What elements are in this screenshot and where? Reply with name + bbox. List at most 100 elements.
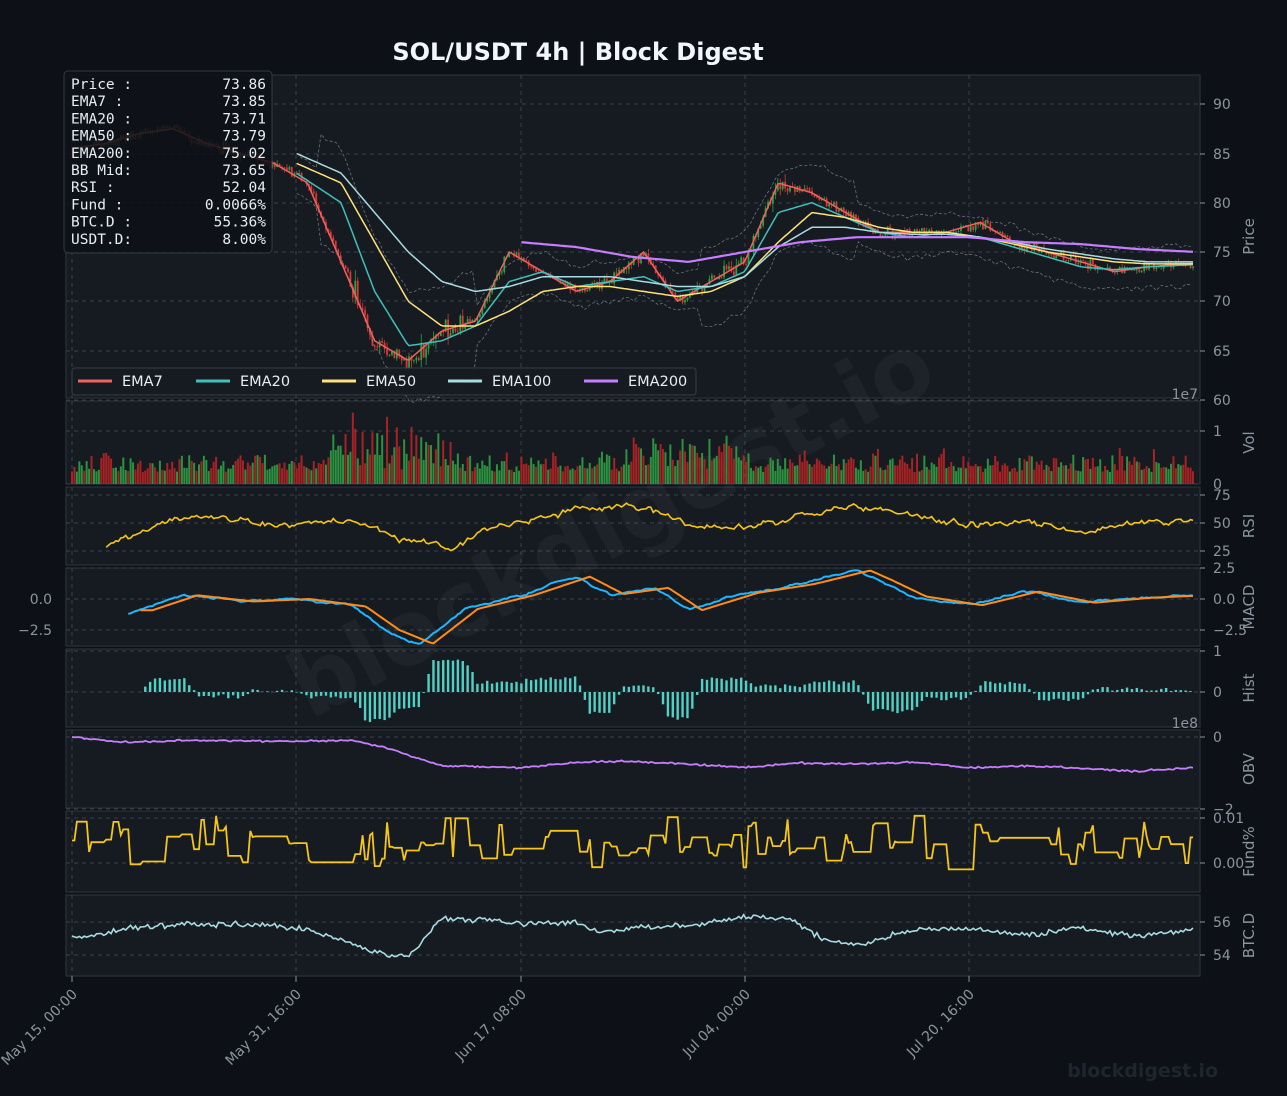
histogram-bar [935,692,938,698]
volume-bar [285,469,288,484]
volume-bar [986,458,989,484]
volume-bar [730,448,733,484]
candle-body [503,256,506,272]
volume-bar [1021,470,1024,484]
histogram-bar [759,685,762,692]
volume-bar [718,446,721,484]
volume-bar [933,464,936,484]
histogram-bar [1023,683,1026,692]
histogram-bar [764,684,767,692]
panel-rsi [65,486,1201,566]
info-label: EMA50 : [71,129,132,145]
volume-bar [1084,459,1087,484]
volume-bar [835,466,838,484]
histogram-bar [505,681,508,692]
histogram-bar [1140,689,1143,692]
histogram-bar [974,690,977,692]
histogram-bar [251,689,254,692]
candle-body [1140,270,1143,272]
histogram-bar [461,661,464,692]
info-label: EMA200: [71,146,132,162]
volume-bar [344,434,347,484]
candle-body [789,186,791,192]
volume-bar [891,458,894,484]
histogram-bar [339,692,342,699]
candle-body [286,167,288,170]
candle-body [967,225,970,232]
volume-bar [1099,459,1102,484]
histogram-bar [681,692,684,718]
volume-bar [635,444,638,484]
histogram-bar [539,677,543,692]
volume-bar [1128,461,1131,484]
histogram-bar [1184,690,1187,692]
volume-bar [1138,462,1141,484]
histogram-bar [1008,681,1012,692]
candle-body [1001,232,1004,238]
y-tick-label: 0 [1213,477,1222,493]
volume-bar [688,444,691,484]
candle-body [852,214,855,219]
volume-bar [515,466,518,484]
volume-bar [752,470,755,484]
volume-bar [246,462,249,484]
candle-body [671,291,674,293]
volume-bar [102,453,105,484]
candle-body [310,186,313,192]
volume-bar [224,471,227,484]
histogram-bar [715,678,718,692]
volume-bar [378,454,381,484]
volume-bar [263,454,266,484]
volume-bar [715,455,718,484]
candle-body [405,358,408,370]
histogram-bar [456,659,460,692]
volume-bar [1104,465,1107,484]
volume-bar [837,464,840,484]
candle-body [593,283,596,287]
volume-bar [205,459,208,484]
candle-body [725,265,728,270]
histogram-bar [959,692,963,700]
candle-body [349,271,352,287]
volume-bar [403,439,406,484]
volume-bar [1167,469,1170,484]
histogram-bar [720,678,723,692]
volume-bar [386,416,389,484]
volume-bar [894,465,897,484]
volume-bar [1135,461,1138,484]
volume-bar [1172,456,1175,484]
histogram-bar [862,692,865,695]
histogram-bar [857,685,860,692]
candle-body [1096,268,1099,270]
volume-bar [813,464,816,484]
volume-bar [381,435,384,484]
volume-bar [935,466,938,484]
volume-bar [1047,466,1050,484]
histogram-bar [148,681,152,692]
volume-bar [889,459,892,484]
volume-bar [884,469,887,484]
volume-bar [1118,448,1121,484]
histogram-bar [495,682,499,692]
histogram-bar [1062,692,1065,700]
info-label: EMA7 : [71,94,123,110]
volume-bar [1101,471,1104,484]
volume-bar [1055,458,1058,484]
volume-bar [576,466,579,484]
volume-bar [288,463,291,484]
volume-bar [163,470,166,484]
volume-bar [261,463,264,484]
volume-bar [227,468,230,484]
volume-bar [757,467,760,484]
volume-bar [503,461,506,484]
volume-bar [725,435,728,484]
volume-bar [473,467,476,484]
volume-bar [654,443,657,484]
volume-bar [510,469,513,484]
info-value: 73.65 [222,163,266,179]
volume-bar [857,469,860,484]
volume-bar [310,470,313,484]
volume-bar [852,459,855,484]
info-value: 73.79 [222,129,266,145]
volume-bar [781,469,784,484]
